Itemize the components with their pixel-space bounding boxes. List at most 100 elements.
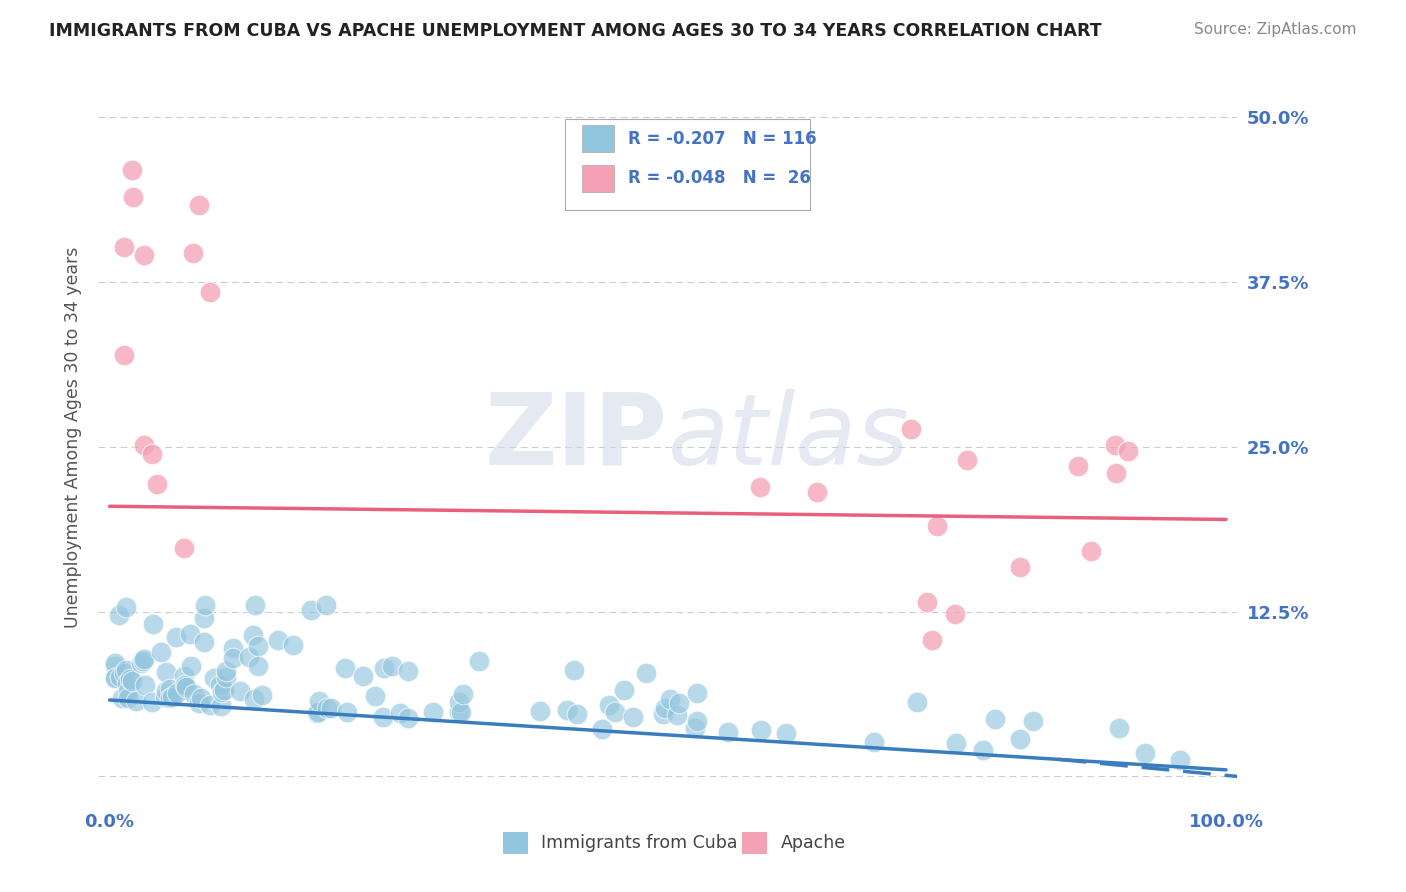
Point [1010, 559, 1032, 574]
Point [283, 638, 305, 652]
Point [984, 712, 1007, 726]
Point [215, 670, 238, 684]
Point [150, 645, 173, 659]
Point [155, 665, 177, 680]
Point [321, 701, 343, 715]
Point [221, 640, 243, 655]
Point [173, 678, 195, 692]
Point [238, 649, 260, 664]
Point [862, 735, 884, 749]
Point [146, 477, 169, 491]
Point [555, 703, 578, 717]
Point [915, 595, 938, 609]
Point [121, 190, 143, 204]
Point [1133, 746, 1156, 760]
Point [141, 695, 163, 709]
Point [267, 632, 290, 647]
Point [636, 666, 658, 681]
Point [104, 656, 127, 670]
Point [396, 665, 419, 679]
Text: IMMIGRANTS FROM CUBA VS APACHE UNEMPLOYMENT AMONG AGES 30 TO 34 YEARS CORRELATIO: IMMIGRANTS FROM CUBA VS APACHE UNEMPLOYM… [49, 22, 1102, 40]
Bar [582, 165, 614, 192]
Point [174, 681, 197, 695]
Point [108, 670, 131, 684]
Point [173, 669, 195, 683]
Point [112, 240, 135, 254]
Point [194, 598, 217, 612]
Point [112, 666, 135, 681]
Bar [582, 125, 614, 152]
Point [373, 661, 395, 675]
Point [208, 678, 231, 692]
Point [246, 639, 269, 653]
Point [1008, 732, 1031, 747]
Point [621, 710, 644, 724]
Point [567, 706, 589, 721]
Point [422, 705, 444, 719]
Text: Apache: Apache [780, 834, 846, 852]
Point [652, 706, 675, 721]
Point [307, 706, 329, 720]
Point [242, 692, 264, 706]
Point [121, 163, 143, 178]
Point [188, 697, 211, 711]
Point [389, 706, 412, 720]
Point [159, 691, 181, 706]
Point [685, 686, 707, 700]
Point [659, 692, 682, 706]
Point [686, 714, 709, 728]
Point [775, 726, 797, 740]
Text: Source: ZipAtlas.com: Source: ZipAtlas.com [1194, 22, 1357, 37]
Text: ZIP: ZIP [485, 389, 668, 485]
Point [613, 682, 636, 697]
Point [447, 695, 470, 709]
Point [202, 671, 225, 685]
Point [1067, 458, 1090, 473]
Point [250, 688, 273, 702]
Point [665, 708, 688, 723]
Point [160, 690, 183, 705]
Point [242, 628, 264, 642]
Point [945, 736, 967, 750]
Point [114, 348, 136, 362]
Point [467, 654, 489, 668]
Point [188, 198, 211, 212]
Point [927, 519, 949, 533]
Point [396, 711, 419, 725]
Point [562, 663, 585, 677]
Point [181, 246, 204, 260]
Y-axis label: Unemployment Among Ages 30 to 34 years: Unemployment Among Ages 30 to 34 years [63, 246, 82, 628]
Point [132, 438, 155, 452]
Point [336, 706, 359, 720]
Point [333, 661, 356, 675]
Point [603, 705, 626, 719]
Point [183, 688, 205, 702]
Point [316, 701, 339, 715]
Point [751, 723, 773, 738]
Point [159, 681, 181, 696]
Point [1104, 466, 1126, 480]
Point [945, 607, 967, 622]
Point [308, 693, 330, 707]
Point [153, 690, 176, 705]
Point [972, 743, 994, 757]
Point [132, 654, 155, 668]
Point [1104, 438, 1126, 452]
Point [173, 541, 195, 555]
Point [115, 676, 138, 690]
Point [107, 607, 129, 622]
Point [921, 633, 943, 648]
Point [245, 598, 267, 612]
Point [117, 684, 139, 698]
Point [129, 656, 152, 670]
Point [683, 722, 706, 736]
Point [193, 635, 215, 649]
Point [352, 668, 374, 682]
Point [1022, 714, 1045, 729]
Bar [503, 832, 527, 854]
Point [900, 422, 922, 436]
Point [1108, 721, 1130, 735]
Point [668, 697, 690, 711]
Point [1116, 443, 1139, 458]
Point [806, 484, 828, 499]
